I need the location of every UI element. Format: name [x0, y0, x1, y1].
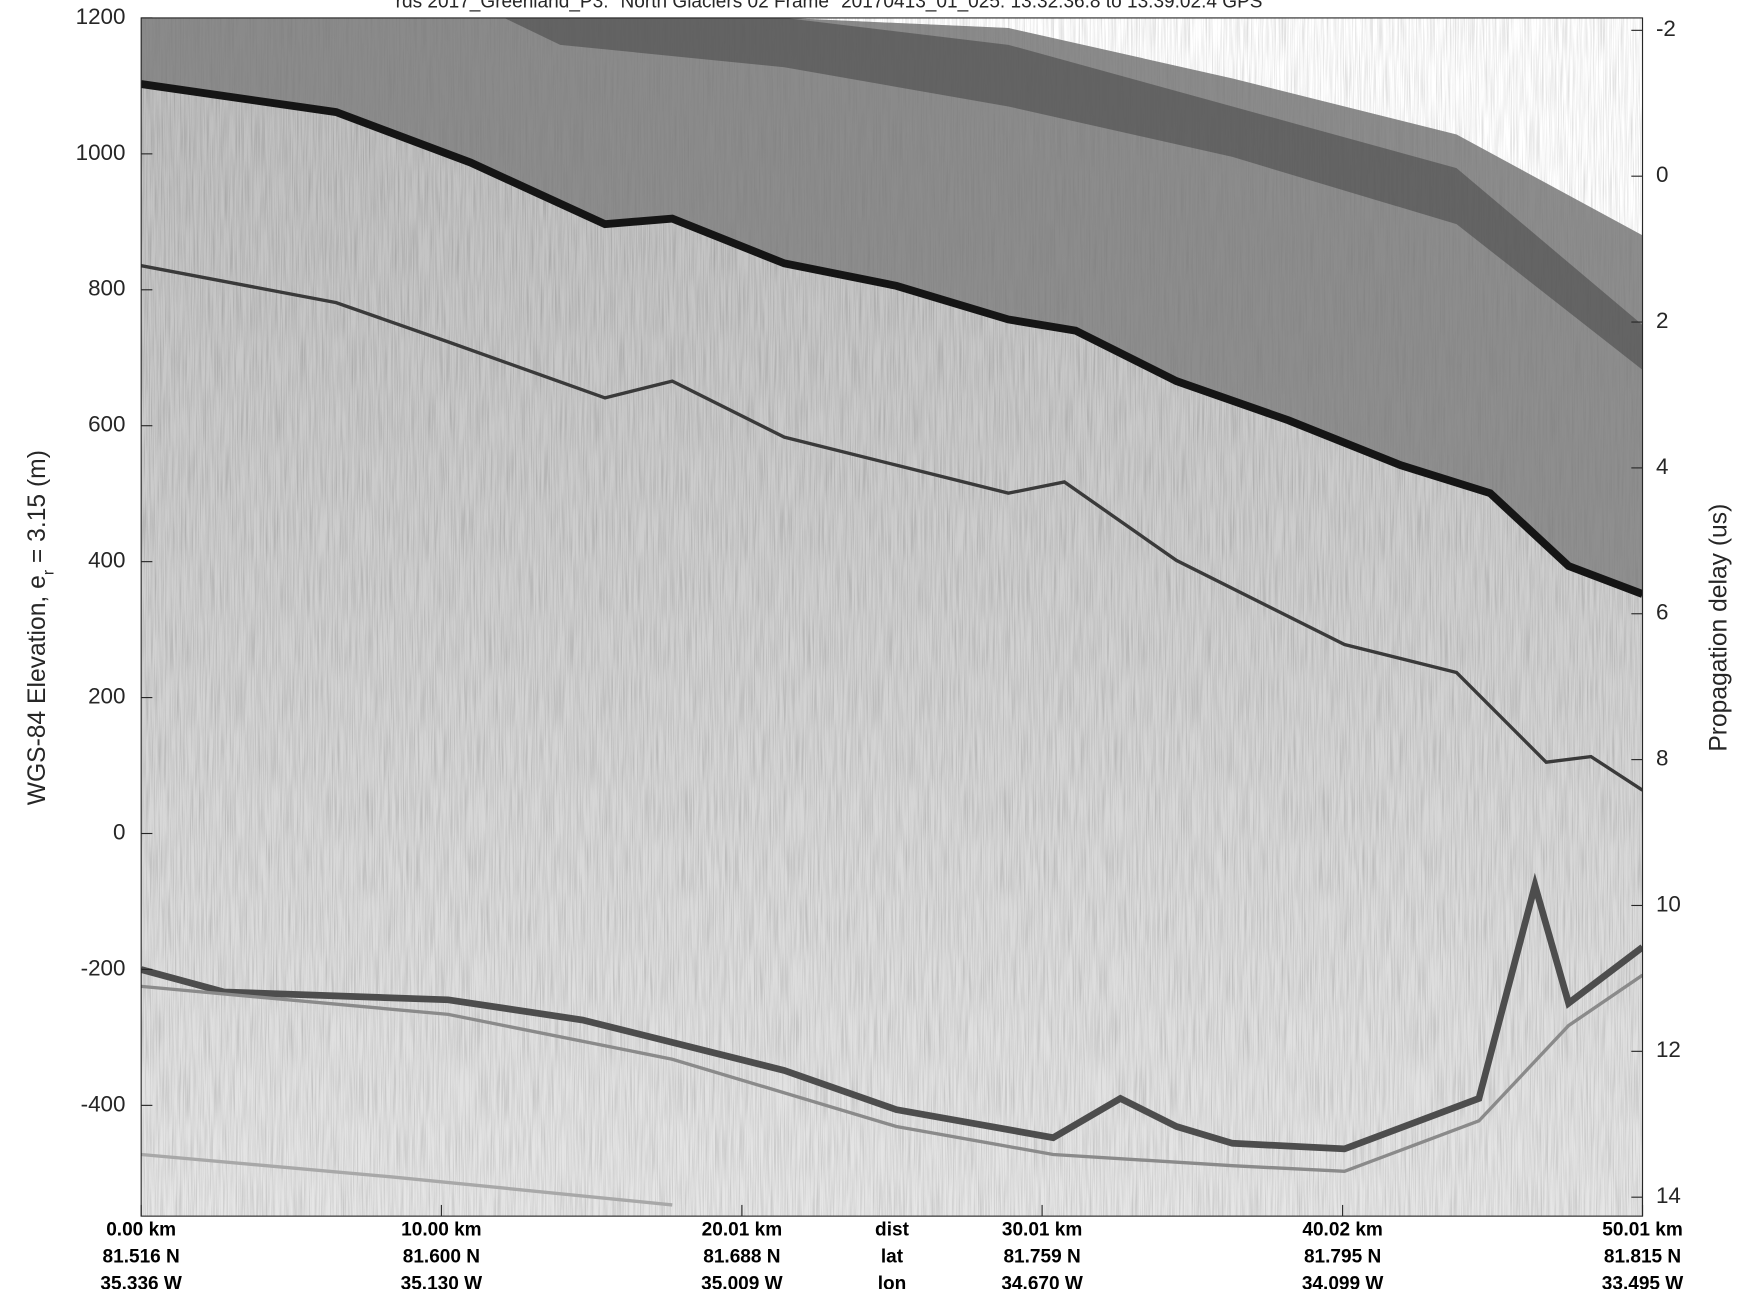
y-label-end: = 3.15 (m) [24, 450, 51, 570]
row-label: dist [875, 1220, 910, 1241]
surface-echo [141, 80, 1643, 598]
lon-label: 35.130 W [401, 1274, 483, 1289]
y-tick-label: -400 [81, 1091, 126, 1116]
row-label: lon [878, 1274, 907, 1289]
lat-label: 81.759 N [1003, 1247, 1080, 1268]
y2-tick-label: 2 [1656, 308, 1668, 333]
lat-label: 81.600 N [403, 1247, 480, 1268]
y2-tick-label: 12 [1656, 1037, 1681, 1062]
chart-title: rds 2017_Greenland_P3: "North Glaciers 0… [396, 0, 1263, 12]
x-tick-label: 30.01 km [1002, 1220, 1082, 1241]
y2-tick-label: 8 [1656, 746, 1668, 771]
x-tick-label: 10.00 km [401, 1220, 481, 1241]
plot-frame [140, 17, 1644, 1217]
y-tick-label: 1000 [76, 140, 126, 165]
y2-tick-label: 10 [1656, 891, 1681, 916]
x-tick-label: 20.01 km [702, 1220, 782, 1241]
y-tick-label: 200 [88, 683, 125, 708]
x-tick-label: 40.02 km [1302, 1220, 1382, 1241]
y-tick-label: 600 [88, 412, 125, 437]
y-tick-label: 800 [88, 276, 125, 301]
y-tick-label: 0 [113, 819, 125, 844]
y2-axis-label: Propagation delay (us) [1705, 504, 1732, 752]
bed-echo [141, 872, 1643, 1153]
lat-label: 81.516 N [103, 1247, 180, 1268]
internal-layer [141, 263, 1643, 792]
lat-label: 81.815 N [1604, 1247, 1681, 1268]
lon-label: 33.495 W [1602, 1274, 1684, 1289]
row-label: lat [881, 1247, 904, 1268]
bed-echo-lower [141, 973, 1643, 1174]
y2-tick-label: 6 [1656, 600, 1668, 625]
y2-tick-label: 4 [1656, 454, 1668, 479]
y-label-sub: r [40, 570, 57, 575]
lon-label: 34.099 W [1302, 1274, 1384, 1289]
y-label-main: WGS-84 Elevation, e [24, 575, 51, 805]
y2-tick-label: 14 [1656, 1183, 1681, 1208]
y-tick-label: 400 [88, 548, 125, 573]
lon-label: 35.009 W [701, 1274, 783, 1289]
y-tick-label: 1200 [76, 4, 126, 29]
lat-label: 81.688 N [703, 1247, 780, 1268]
lon-label: 35.336 W [100, 1274, 182, 1289]
y2-tick-label: 0 [1656, 162, 1668, 187]
x-tick-label: 50.01 km [1602, 1220, 1682, 1241]
upper-band-dark [504, 17, 1643, 370]
lon-label: 34.670 W [1001, 1274, 1083, 1289]
y-axis-label: WGS-84 Elevation, er = 3.15 (m) [24, 450, 58, 805]
x-tick-label: 0.00 km [106, 1220, 176, 1241]
lat-label: 81.795 N [1304, 1247, 1381, 1268]
radargram [141, 17, 1643, 1217]
lower-layer [141, 1152, 673, 1207]
y-tick-label: -200 [81, 955, 126, 980]
y2-tick-label: -2 [1656, 16, 1676, 41]
